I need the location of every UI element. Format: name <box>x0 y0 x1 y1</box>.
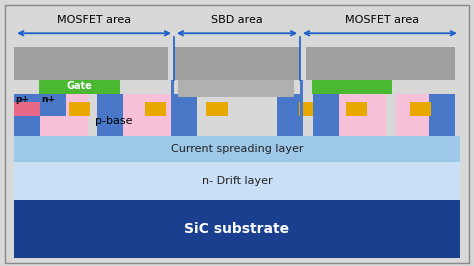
Bar <box>171 80 174 136</box>
Bar <box>39 79 120 94</box>
Bar <box>69 102 90 116</box>
Bar <box>97 94 171 136</box>
Bar <box>14 200 460 258</box>
Bar <box>174 47 300 80</box>
Text: Gate: Gate <box>67 81 92 91</box>
Bar <box>346 102 367 116</box>
Bar <box>313 85 339 116</box>
Bar <box>14 136 460 162</box>
Bar <box>178 80 294 97</box>
Text: SiC substrate: SiC substrate <box>184 222 290 236</box>
Bar <box>300 80 303 136</box>
Bar <box>306 47 455 80</box>
Text: n+: n+ <box>42 95 56 104</box>
Text: p+: p+ <box>16 95 30 104</box>
Bar <box>313 94 386 136</box>
Bar <box>429 94 455 136</box>
Bar <box>206 102 228 116</box>
Bar <box>277 94 303 136</box>
Bar <box>14 102 40 116</box>
Bar <box>40 102 66 116</box>
Bar <box>14 94 40 136</box>
Bar <box>14 94 88 136</box>
Bar <box>14 162 460 200</box>
Text: SBD area: SBD area <box>211 15 263 25</box>
Bar <box>171 102 192 116</box>
Bar <box>410 102 431 116</box>
Text: n- Drift layer: n- Drift layer <box>202 176 272 186</box>
Bar <box>40 85 66 116</box>
Text: Current spreading layer: Current spreading layer <box>171 144 303 154</box>
Text: MOSFET area: MOSFET area <box>345 15 419 25</box>
Bar <box>97 94 123 136</box>
Text: MOSFET area: MOSFET area <box>57 15 131 25</box>
Bar <box>171 94 197 136</box>
Bar <box>296 102 318 116</box>
Text: p-base: p-base <box>95 116 132 126</box>
Bar <box>145 102 166 116</box>
Bar <box>313 94 339 136</box>
Bar <box>14 47 168 80</box>
Bar <box>277 102 299 116</box>
Bar <box>312 79 392 94</box>
Bar <box>396 94 455 136</box>
